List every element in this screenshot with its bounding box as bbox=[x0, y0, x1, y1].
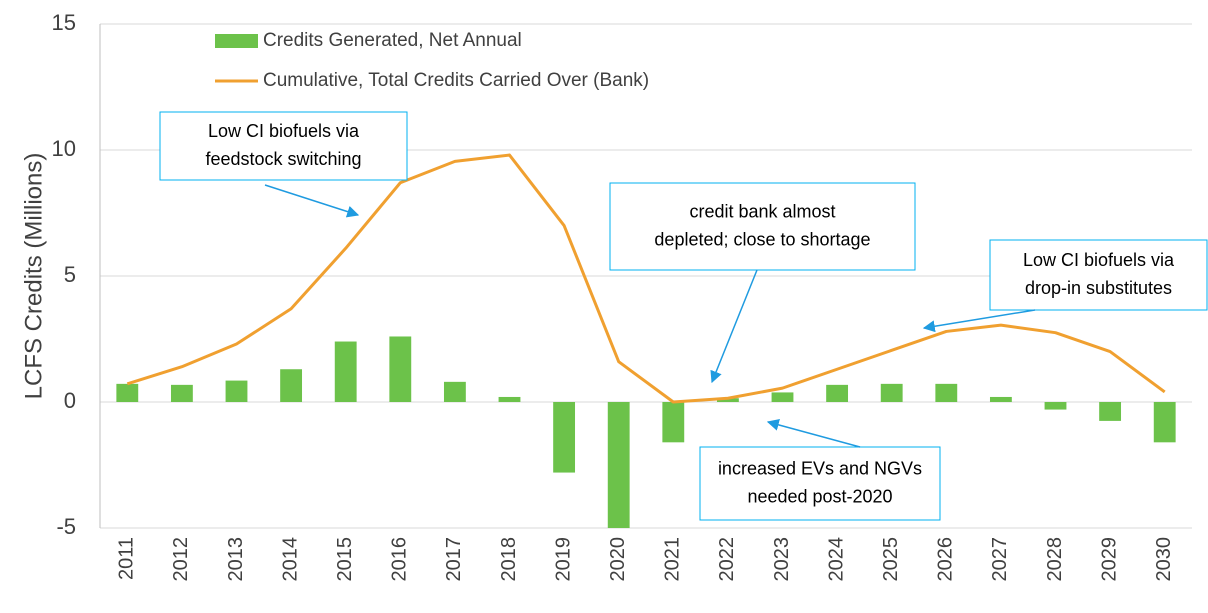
bar bbox=[553, 402, 576, 473]
bar bbox=[935, 383, 958, 402]
annotation-arrow bbox=[710, 269, 758, 384]
legend-label: Credits Generated, Net Annual bbox=[263, 30, 522, 51]
bar bbox=[826, 384, 849, 402]
x-tick-label: 2020 bbox=[607, 537, 629, 582]
y-tick-label: 5 bbox=[64, 262, 76, 287]
x-tick-label: 2016 bbox=[389, 537, 411, 582]
bar bbox=[607, 402, 630, 528]
x-tick-label: 2026 bbox=[935, 537, 957, 582]
bar bbox=[389, 336, 412, 402]
annotation-text: feedstock switching bbox=[205, 149, 361, 169]
annotation-text: increased EVs and NGVs bbox=[718, 458, 922, 478]
bar bbox=[443, 381, 466, 402]
bar bbox=[225, 380, 248, 402]
annotation-box bbox=[699, 446, 941, 521]
bar bbox=[116, 383, 139, 402]
x-tick-label: 2018 bbox=[498, 537, 520, 582]
annotation-text: needed post-2020 bbox=[747, 486, 892, 506]
x-tick-label: 2022 bbox=[716, 537, 738, 582]
x-tick-label: 2013 bbox=[225, 537, 247, 582]
annotation-text: Low CI biofuels via bbox=[208, 121, 360, 141]
x-tick-label: 2019 bbox=[552, 537, 574, 582]
annotation-arrow bbox=[766, 419, 861, 448]
annotation-text: credit bank almost bbox=[689, 201, 835, 221]
y-tick-label: -5 bbox=[56, 514, 76, 539]
bar bbox=[1044, 402, 1067, 410]
bar bbox=[716, 398, 739, 402]
x-tick-label: 2024 bbox=[825, 537, 847, 582]
legend-swatch bbox=[215, 34, 258, 48]
annotation-text: drop-in substitutes bbox=[1025, 278, 1172, 298]
annotation-text: Low CI biofuels via bbox=[1023, 250, 1175, 270]
x-tick-label: 2029 bbox=[1098, 537, 1120, 582]
annotation-text: depleted; close to shortage bbox=[654, 229, 870, 249]
x-tick-label: 2014 bbox=[279, 537, 301, 582]
y-axis-label: LCFS Credits (Millions) bbox=[20, 153, 47, 400]
x-tick-label: 2015 bbox=[334, 537, 356, 582]
bar bbox=[1099, 402, 1122, 421]
x-tick-label: 2011 bbox=[116, 537, 138, 580]
bar bbox=[771, 392, 794, 402]
x-tick-label: 2023 bbox=[771, 537, 793, 582]
bar bbox=[662, 402, 685, 443]
bar bbox=[280, 369, 303, 402]
bar bbox=[334, 341, 357, 402]
bar bbox=[1153, 402, 1176, 443]
x-tick-label: 2017 bbox=[443, 537, 465, 582]
annotation-box bbox=[989, 239, 1208, 311]
annotation-box bbox=[159, 111, 408, 181]
line bbox=[126, 153, 1166, 404]
annotation-arrow bbox=[264, 184, 360, 218]
x-tick-label: 2025 bbox=[880, 537, 902, 582]
x-tick-label: 2021 bbox=[662, 537, 684, 582]
bar bbox=[498, 396, 521, 402]
y-tick-label: 0 bbox=[64, 388, 76, 413]
annotation-box bbox=[609, 182, 916, 271]
x-tick-label: 2030 bbox=[1153, 537, 1175, 582]
bar bbox=[170, 384, 193, 402]
y-tick-label: 15 bbox=[52, 10, 76, 35]
x-tick-label: 2028 bbox=[1044, 537, 1066, 582]
legend-label: Cumulative, Total Credits Carried Over (… bbox=[263, 70, 649, 91]
bar bbox=[989, 396, 1012, 402]
x-tick-label: 2012 bbox=[170, 537, 192, 582]
annotation-arrow bbox=[922, 309, 1036, 333]
y-tick-label: 10 bbox=[52, 136, 76, 161]
x-tick-label: 2027 bbox=[989, 537, 1011, 582]
bar bbox=[880, 383, 903, 402]
